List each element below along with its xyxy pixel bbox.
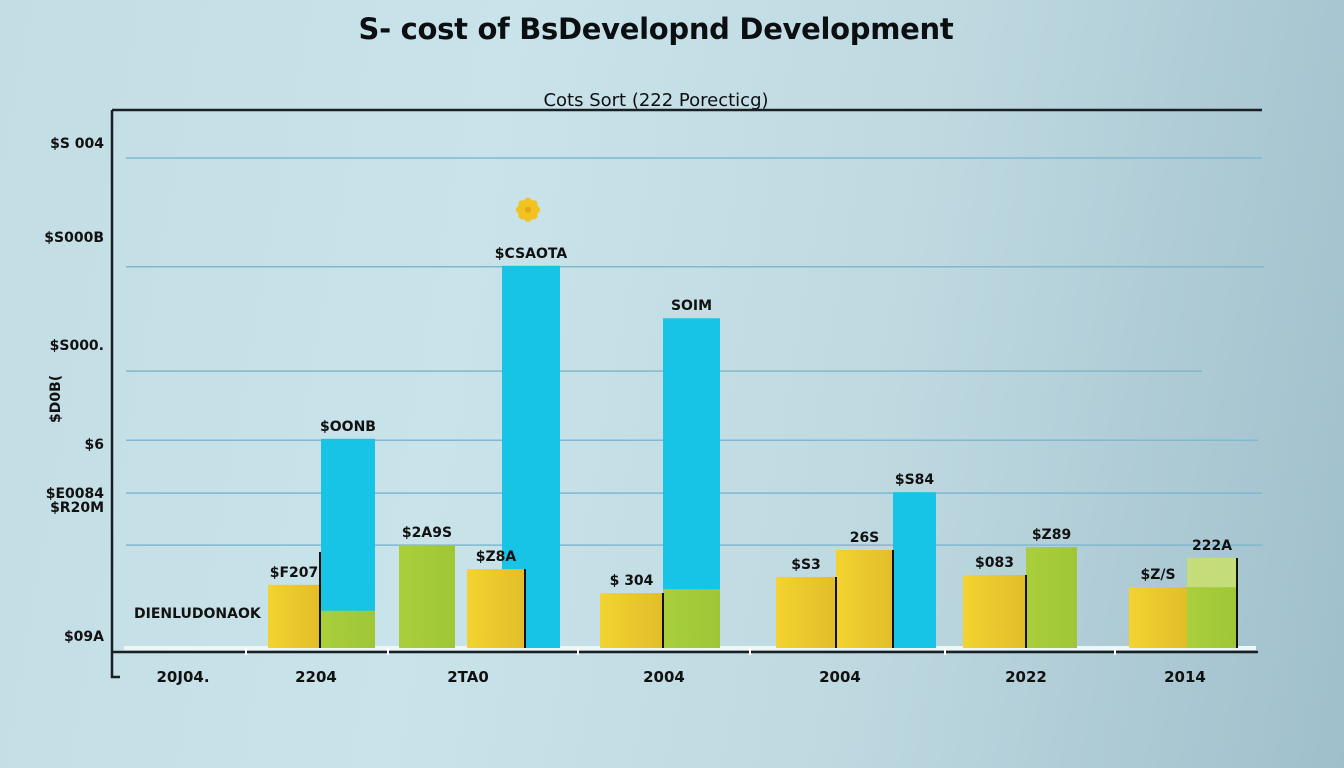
y-axis-line	[110, 110, 120, 679]
bar	[776, 576, 836, 648]
x-tick-label: 2204	[295, 668, 337, 686]
data-label: 26S	[850, 530, 880, 546]
data-label: $083	[975, 555, 1014, 571]
y-tick-sublabel: $D0B(	[48, 375, 64, 423]
bar	[1129, 587, 1187, 648]
bar	[467, 569, 525, 648]
bar	[399, 545, 455, 648]
x-tick-label: 20J04.	[156, 668, 209, 686]
chart-annotation: DIENLUDONAOK	[134, 606, 262, 622]
bar	[963, 574, 1026, 648]
y-tick-label: $R20M	[50, 500, 104, 516]
data-label: $Z8A	[476, 549, 517, 565]
data-label: $S84	[895, 472, 935, 488]
data-label: $S3	[791, 557, 821, 573]
data-label: $ 304	[610, 573, 654, 589]
data-label: $Z/S	[1140, 567, 1175, 583]
bar	[893, 492, 936, 648]
x-tick-label: 2004	[643, 668, 685, 686]
data-label: $CSAOTA	[495, 246, 568, 262]
bar	[1026, 547, 1077, 648]
y-tick-label: $S000B	[44, 230, 104, 246]
data-label: $Z89	[1032, 527, 1071, 543]
gear-icon	[516, 197, 540, 222]
data-label: 222A	[1192, 538, 1232, 554]
bars	[268, 265, 1238, 648]
data-labels: $OONB $CSAOTA SOIM $S84 $F207 $2A9S $Z8A $ 304 $…	[270, 197, 1232, 589]
x-axis-ticks: 20J04. 2204 2TA0 2004 2004 2022 2014	[156, 668, 1205, 686]
bar	[836, 550, 893, 648]
data-label: $2A9S	[402, 525, 452, 541]
data-label: SOIM	[671, 298, 712, 314]
y-axis-ticks: $09A $R20M$E0084 $6 $S000. $S000B $S 004 $D0B(	[44, 136, 104, 645]
y-tick-label: $S000.	[50, 338, 104, 354]
y-tick-label: $6	[85, 437, 104, 453]
data-label: $F207	[270, 565, 319, 581]
x-tick-label: 2014	[1164, 668, 1206, 686]
data-label: $OONB	[320, 419, 376, 435]
bar-base-segment	[1187, 587, 1237, 648]
bar-base-segment	[321, 610, 375, 648]
bar	[268, 584, 320, 648]
bar	[600, 593, 663, 648]
x-tick-label: 2022	[1005, 668, 1047, 686]
x-tick-label: 2004	[819, 668, 861, 686]
x-tick-label: 2TA0	[447, 668, 489, 686]
chart-title: S- cost of BsDevelopnd Development	[358, 12, 954, 46]
y-tick-label: $09A	[64, 629, 104, 645]
y-tick-label: $E0084	[46, 486, 105, 502]
bar-base-segment	[663, 589, 720, 648]
gear-hole	[525, 206, 531, 213]
chart-subtitle: Cots Sort (222 Porecticg)	[543, 90, 769, 111]
y-tick-label: $S 004	[50, 136, 104, 152]
